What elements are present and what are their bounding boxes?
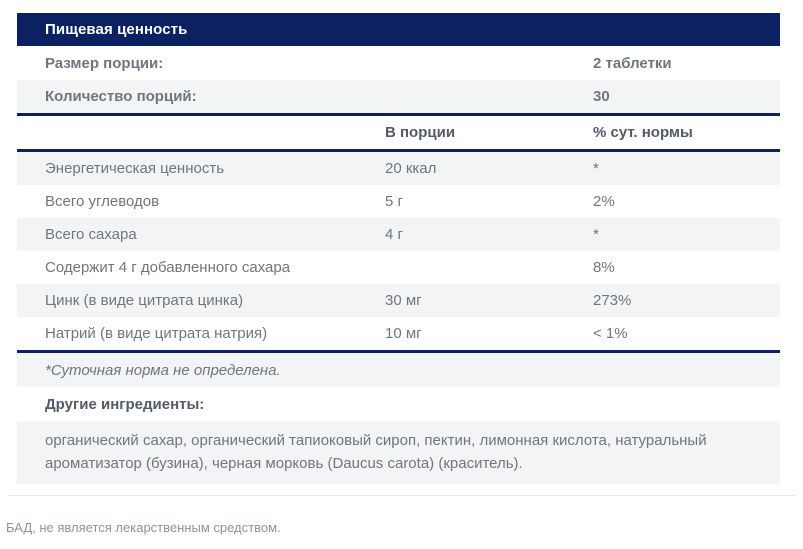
nutrient-dv: * — [593, 226, 599, 243]
nutrient-amount: 10 мг — [385, 325, 422, 342]
table-row: Энергетическая ценность 20 ккал * — [17, 152, 780, 185]
supplement-facts-table: Пищевая ценность Размер порции: 2 таблет… — [17, 13, 780, 484]
nutrient-amount: 20 ккал — [385, 160, 437, 177]
servings-per-container-value: 30 — [593, 88, 610, 105]
nutrient-name: Всего сахара — [45, 226, 137, 243]
table-row: Содержит 4 г добавленного сахара 8% — [17, 251, 780, 284]
serving-size-row: Размер порции: 2 таблетки — [17, 46, 780, 80]
table-row: Всего сахара 4 г * — [17, 218, 780, 251]
servings-per-container-label: Количество порций: — [45, 88, 197, 105]
column-header-amount: В порции — [385, 124, 456, 141]
column-header-row: В порции % сут. нормы — [17, 116, 780, 149]
other-ingredients-label: Другие ингредиенты: — [45, 395, 205, 413]
other-ingredients-text: органический сахар, органический тапиоко… — [17, 421, 780, 484]
nutrient-amount: 5 г — [385, 193, 403, 210]
nutrient-amount: 4 г — [385, 226, 403, 243]
divider — [17, 350, 780, 353]
nutrient-dv: < 1% — [593, 325, 628, 342]
nutrient-name: Всего углеводов — [45, 193, 160, 210]
serving-size-value: 2 таблетки — [593, 54, 672, 72]
nutrient-dv: * — [593, 160, 599, 177]
nutrient-amount: 30 мг — [385, 292, 422, 309]
disclaimer-text: БАД, не является лекарственным средством… — [6, 520, 281, 535]
table-row: Всего углеводов 5 г 2% — [17, 185, 780, 218]
daily-value-footnote: *Суточная норма не определена. — [17, 353, 780, 387]
nutrient-dv: 273% — [593, 292, 632, 309]
table-row: Натрий (в виде цитрата натрия) 10 мг < 1… — [17, 317, 780, 350]
divider — [17, 149, 780, 152]
nutrient-name: Цинк (в виде цитрата цинка) — [45, 292, 244, 309]
horizontal-rule — [8, 495, 796, 496]
servings-per-container-row: Количество порций: 30 — [17, 80, 780, 113]
column-header-dv: % сут. нормы — [593, 124, 693, 141]
serving-size-label: Размер порции: — [45, 54, 164, 72]
nutrient-dv: 8% — [593, 259, 615, 276]
nutrient-dv: 2% — [593, 193, 615, 210]
table-title: Пищевая ценность — [17, 13, 780, 46]
nutrient-name: Энергетическая ценность — [45, 160, 225, 177]
table-row: Цинк (в виде цитрата цинка) 30 мг 273% — [17, 284, 780, 317]
nutrient-name: Содержит 4 г добавленного сахара — [45, 259, 291, 276]
nutrient-name: Натрий (в виде цитрата натрия) — [45, 325, 268, 342]
divider — [17, 113, 780, 116]
